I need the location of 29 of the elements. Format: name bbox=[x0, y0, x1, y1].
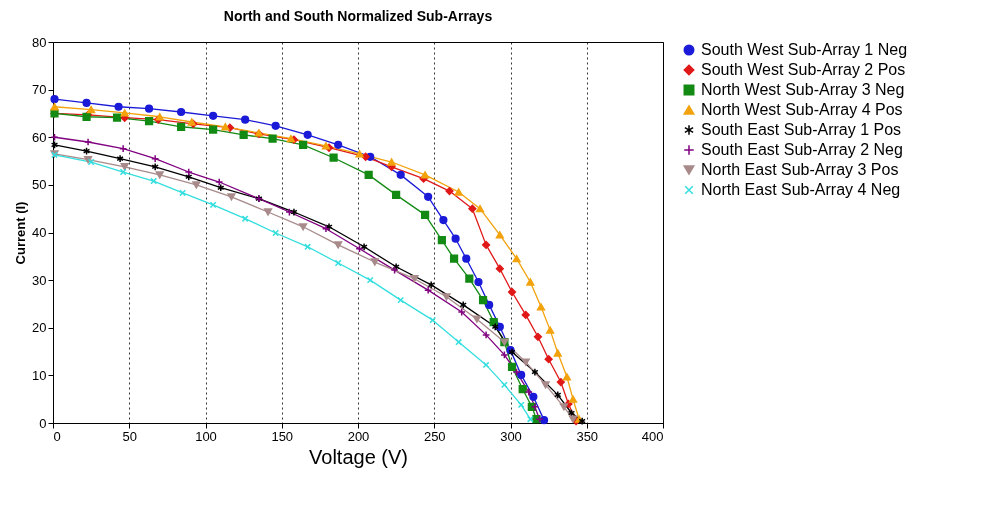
y-tick-label: 30 bbox=[32, 272, 47, 288]
x-tick-label: 300 bbox=[500, 428, 522, 444]
x-tick-label: 50 bbox=[122, 428, 137, 444]
chart-title: North and South Normalized Sub-Arrays bbox=[223, 8, 493, 24]
legend-label: South West Sub-Array 1 Neg bbox=[701, 41, 908, 58]
x-tick-label: 250 bbox=[423, 428, 446, 444]
x-tick-label: 350 bbox=[576, 428, 599, 444]
legend-label: North East Sub-Array 3 Pos bbox=[701, 161, 899, 178]
x-tick-label: 0 bbox=[53, 428, 61, 444]
x-axis-title: Voltage (V) bbox=[309, 445, 408, 468]
y-axis-title: Current (I) bbox=[13, 201, 29, 265]
x-tick-label: 400 bbox=[641, 428, 664, 444]
x-tick-label: 100 bbox=[195, 428, 217, 444]
legend-label: South East Sub-Array 1 Pos bbox=[701, 121, 902, 138]
legend-label: North East Sub-Array 4 Neg bbox=[701, 181, 901, 198]
legend-label: North West Sub-Array 3 Neg bbox=[701, 81, 905, 98]
x-tick-label: 150 bbox=[271, 428, 294, 444]
x-tick-label: 200 bbox=[347, 428, 370, 444]
y-tick-label: 0 bbox=[39, 415, 47, 431]
y-tick-label: 60 bbox=[32, 129, 47, 145]
y-tick-label: 40 bbox=[32, 225, 47, 240]
y-tick-label: 10 bbox=[32, 367, 47, 383]
y-tick-label: 50 bbox=[32, 177, 47, 193]
legend-label: South West Sub-Array 2 Pos bbox=[701, 61, 906, 78]
legend-label: North West Sub-Array 4 Pos bbox=[701, 101, 903, 118]
legend-label: South East Sub-Array 2 Neg bbox=[701, 141, 903, 158]
y-tick-label: 80 bbox=[32, 34, 47, 50]
y-tick-label: 20 bbox=[32, 320, 47, 336]
y-tick-label: 70 bbox=[32, 82, 47, 98]
